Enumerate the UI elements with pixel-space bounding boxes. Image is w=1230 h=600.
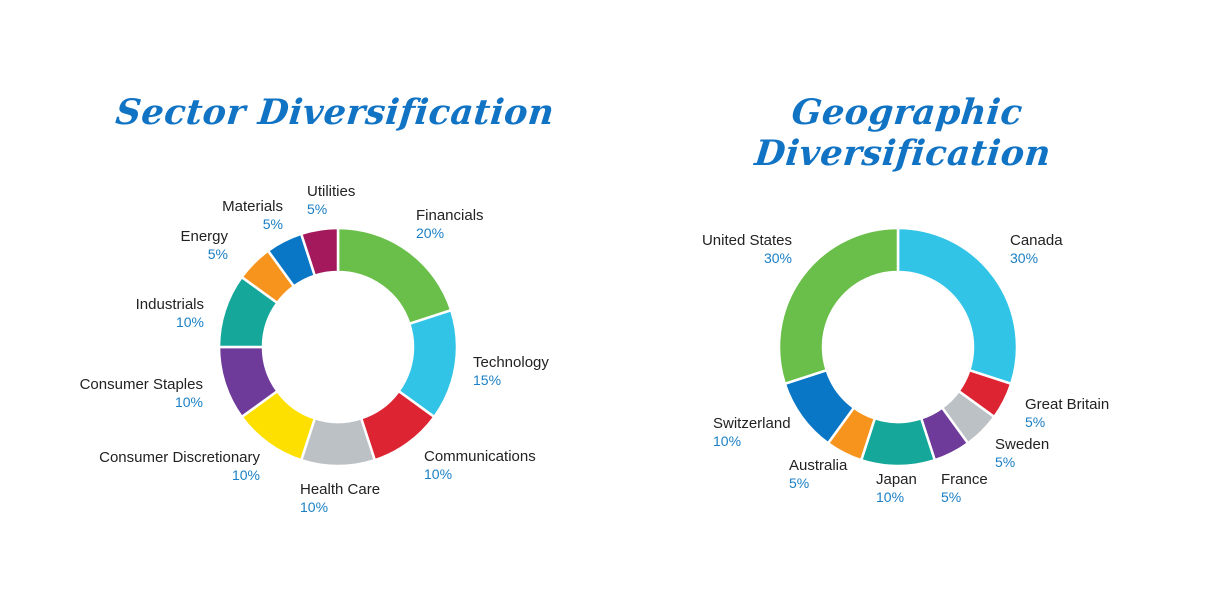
value-japan: 10%: [876, 489, 904, 505]
label-canada: Canada: [1010, 232, 1063, 249]
label-great-britain: Great Britain: [1025, 396, 1109, 413]
label-financials: Financials: [416, 207, 484, 224]
label-consumer-staples: Consumer Staples: [80, 376, 203, 393]
value-switzerland: 10%: [713, 433, 741, 449]
value-utilities: 5%: [307, 201, 327, 217]
label-united-states: United States: [702, 232, 792, 249]
label-consumer-discretionary: Consumer Discretionary: [99, 449, 260, 466]
value-france: 5%: [941, 489, 961, 505]
value-sweden: 5%: [995, 454, 1015, 470]
label-sweden: Sweden: [995, 436, 1049, 453]
value-communications: 10%: [424, 466, 452, 482]
label-industrials: Industrials: [136, 296, 204, 313]
slice-canada: [896, 226, 1019, 386]
value-consumer-staples: 10%: [175, 394, 203, 410]
label-materials: Materials: [222, 198, 283, 215]
label-japan: Japan: [876, 471, 917, 488]
value-consumer-discretionary: 10%: [232, 467, 260, 483]
value-health-care: 10%: [300, 499, 328, 515]
value-technology: 15%: [473, 372, 501, 388]
label-utilities: Utilities: [307, 183, 355, 200]
value-financials: 20%: [416, 225, 444, 241]
value-materials: 5%: [263, 216, 283, 232]
value-canada: 30%: [1010, 250, 1038, 266]
value-energy: 5%: [208, 246, 228, 262]
value-great-britain: 5%: [1025, 414, 1045, 430]
label-communications: Communications: [424, 448, 536, 465]
label-australia: Australia: [789, 457, 848, 474]
label-switzerland: Switzerland: [713, 415, 791, 432]
label-health-care: Health Care: [300, 481, 380, 498]
value-united-states: 30%: [764, 250, 792, 266]
label-france: France: [941, 471, 988, 488]
slice-financials: [336, 226, 453, 326]
value-industrials: 10%: [176, 314, 204, 330]
value-australia: 5%: [789, 475, 809, 491]
slice-utilities: [299, 226, 340, 278]
label-energy: Energy: [180, 228, 228, 245]
label-technology: Technology: [473, 354, 549, 371]
slice-united-states: [777, 226, 900, 386]
